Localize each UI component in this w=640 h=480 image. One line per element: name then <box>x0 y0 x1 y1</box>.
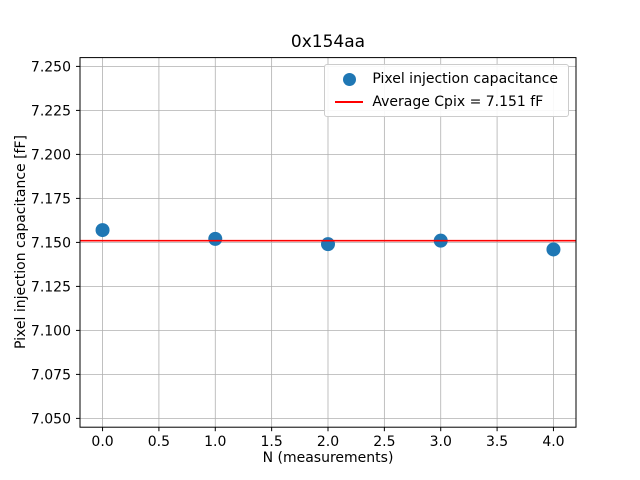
y-tick-label: 7.125 <box>31 279 71 295</box>
x-tick-label: 1.5 <box>261 434 283 450</box>
y-tick-label: 7.250 <box>31 59 71 75</box>
x-tick-label: 0.0 <box>91 434 113 450</box>
x-tick-label: 3.0 <box>430 434 452 450</box>
x-tick-label: 4.0 <box>542 434 564 450</box>
data-point <box>208 231 223 246</box>
y-axis-label: Pixel injection capacitance [fF] <box>13 135 29 349</box>
average-line-icon <box>335 101 364 103</box>
legend-marker-cell <box>333 72 365 86</box>
x-tick-label: 0.5 <box>148 434 170 450</box>
legend-item-capacitance: Pixel injection capacitance <box>333 71 558 87</box>
scatter-marker-icon <box>342 72 356 86</box>
data-point <box>95 223 110 238</box>
y-tick-label: 7.200 <box>31 147 71 163</box>
x-tick-label: 2.0 <box>317 434 339 450</box>
y-tick-label: 7.150 <box>31 235 71 251</box>
legend-item-average: Average Cpix = 7.151 fF <box>333 94 558 110</box>
y-tick-label: 7.075 <box>31 367 71 383</box>
chart-title: 0x154aa <box>290 32 366 52</box>
y-tick-label: 7.225 <box>31 103 71 119</box>
y-tick-label: 7.175 <box>31 191 71 207</box>
legend-marker-cell <box>333 101 365 103</box>
legend: Pixel injection capacitance Average Cpix… <box>324 64 569 117</box>
y-tick-label: 7.050 <box>31 411 71 427</box>
legend-label-capacitance: Pixel injection capacitance <box>372 71 558 87</box>
data-point <box>546 242 561 257</box>
x-axis-label: N (measurements) <box>262 450 394 466</box>
x-tick-label: 2.5 <box>373 434 395 450</box>
legend-label-average: Average Cpix = 7.151 fF <box>372 94 544 110</box>
x-tick-label: 3.5 <box>486 434 508 450</box>
x-tick-label: 1.0 <box>204 434 226 450</box>
y-tick-label: 7.100 <box>31 323 71 339</box>
data-point <box>321 237 335 252</box>
